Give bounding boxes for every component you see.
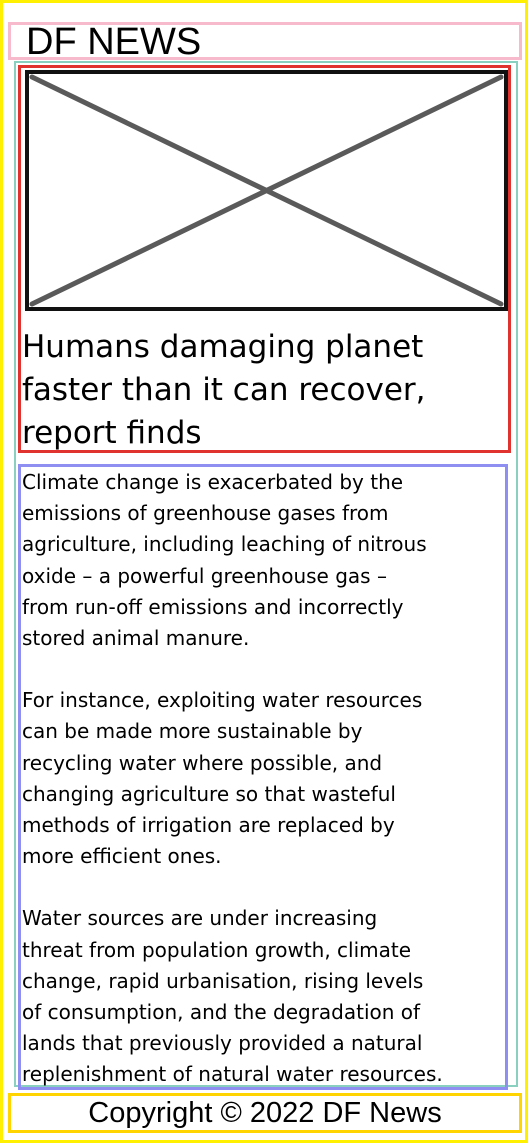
article-paragraph: Water sources are under increasing threa… [21, 903, 505, 1087]
paragraph-line: emissions of greenhouse gases from [22, 501, 389, 526]
article-headline: Humans damaging planet faster than it ca… [22, 326, 502, 455]
main-content [14, 61, 518, 1087]
paragraph-line: For instance, exploiting water resources [22, 688, 423, 713]
paragraph-line: Climate change is exacerbated by the [22, 470, 404, 494]
paragraph-line: more efficient ones. [22, 844, 222, 869]
paragraph-line: change, rapid urbanisation, rising level… [22, 968, 424, 993]
paragraph-line: can be made more sustainable by [22, 719, 363, 744]
headline-line: Humans damaging planet [22, 329, 424, 365]
paragraph-line: replenishment of natural water resources… [22, 1062, 443, 1087]
paragraph-line: recycling water where possible, and [22, 750, 383, 775]
paragraph-line: methods of irrigation are replaced by [22, 813, 395, 838]
paragraph-line: lands that previously provided a natural [22, 1031, 423, 1056]
paragraph-line: Water sources are under increasing [22, 906, 378, 931]
article-body: Climate change is exacerbated by the emi… [18, 464, 508, 1090]
site-header: DF NEWS [8, 22, 522, 60]
paragraph-line: stored animal manure. [22, 626, 250, 651]
copyright-text: Copyright © 2022 DF News [88, 1097, 442, 1129]
paragraph-line: from run-off emissions and incorrectly [22, 594, 404, 619]
paragraph-line: of consumption, and the degradation of [22, 1000, 421, 1025]
paragraph-line: agriculture, including leaching of nitro… [22, 532, 427, 557]
headline-line: report finds [22, 415, 202, 451]
hero-card[interactable]: Humans damaging planet faster than it ca… [18, 65, 511, 453]
paragraph-line: threat from population growth, climate [22, 937, 412, 962]
paragraph-line: oxide – a powerful greenhouse gas – [22, 563, 387, 588]
article-paragraph: Climate change is exacerbated by the emi… [21, 467, 505, 654]
image-placeholder-icon [25, 70, 508, 311]
site-title: DF NEWS [26, 22, 202, 60]
headline-line: faster than it can recover, [22, 372, 426, 408]
paragraph-line: changing agriculture so that wasteful [22, 781, 396, 806]
article-paragraph: For instance, exploiting water resources… [21, 685, 505, 872]
site-footer: Copyright © 2022 DF News [8, 1093, 522, 1133]
